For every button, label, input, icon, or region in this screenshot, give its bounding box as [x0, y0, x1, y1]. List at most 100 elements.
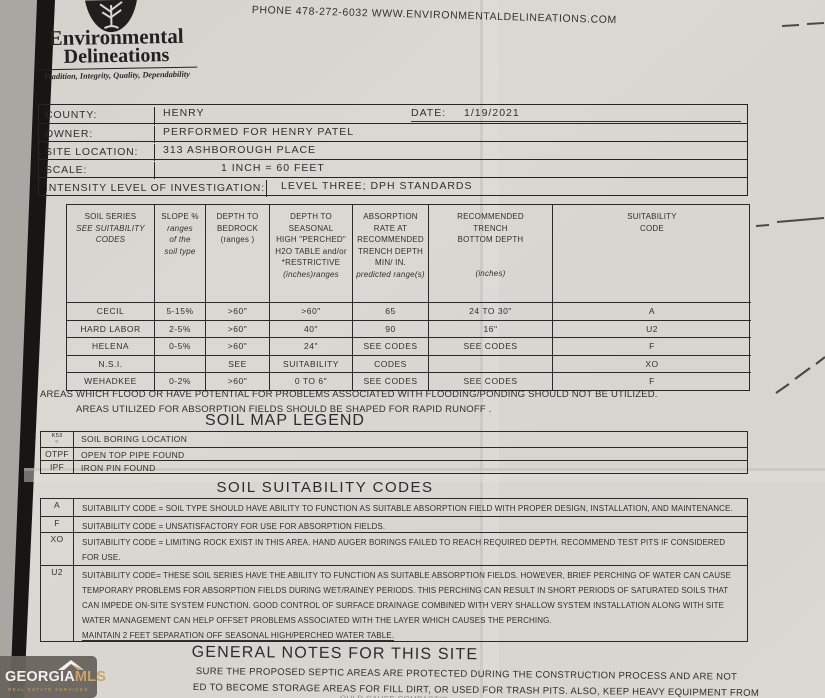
suitability-codes-table: A SUITABILITY CODE = SOIL TYPE SHOULD HA… — [40, 498, 748, 642]
table-cell: F — [553, 337, 751, 355]
table-cell: F — [553, 372, 751, 390]
table-cell: >60" — [206, 319, 270, 337]
general-note-line-3-clipped: OULD CAUSE COMPACTIO — [340, 694, 448, 698]
watermark-mls: MLS — [74, 669, 107, 685]
col-header-seasonal-water: DEPTH TO SEASONAL HIGH "PERCHED" H2O TAB… — [270, 205, 353, 302]
boring-location-symbol: K53 ○ — [41, 432, 74, 447]
county-value: HENRY — [163, 107, 205, 119]
table-cell: >60" — [206, 337, 270, 355]
table-cell: 2-5% — [155, 319, 206, 337]
scale-value: 1 INCH = 60 FEET — [221, 162, 325, 174]
soil-map-legend-title: SOIL MAP LEGEND — [205, 412, 365, 429]
paper-fold-edge — [10, 0, 55, 698]
code-row-u2: U2 SUITABILITY CODE= THESE SOIL SERIES H… — [41, 565, 747, 641]
table-cell: >60" — [270, 302, 353, 320]
code-text: SUITABILITY CODE = LIMITING ROCK EXIST I… — [82, 538, 726, 562]
code-letter: A — [41, 499, 74, 516]
county-label: COUNTY: — [39, 107, 155, 125]
paper-shading — [22, 0, 825, 698]
code-letter: XO — [41, 533, 74, 565]
general-notes-title: GENERAL NOTES FOR THIS SITE — [191, 643, 479, 664]
table-cell — [429, 354, 553, 372]
roof-icon — [58, 660, 84, 670]
date-value: 1/19/2021 — [464, 107, 520, 119]
horizontal-crease-highlight — [24, 471, 825, 482]
col-header-absorption-rate: ABSORPTION RATE AT RECOMMENDED TRENCH DE… — [353, 205, 429, 302]
site-info-form: COUNTY: HENRY DATE: 1/19/2021 OWNER: PER… — [38, 104, 748, 197]
code-row-f: F SUITABILITY CODE = UNSATISFACTORY FOR … — [41, 516, 747, 532]
flood-note-2: AREAS UTILIZED FOR ABSORPTION FIELDS SHO… — [76, 404, 492, 415]
table-cell: SEE CODES — [429, 372, 553, 390]
table-cell: SEE CODES — [429, 337, 553, 355]
table-cell: HARD LABOR — [67, 319, 155, 337]
legend-symbol: OTPF — [41, 448, 74, 460]
table-cell: 24" — [270, 337, 353, 355]
code-letter: F — [41, 517, 74, 532]
table-cell: 0-5% — [155, 337, 206, 355]
watermark-name: GEORGIAMLS — [5, 669, 106, 685]
form-row-intensity: INTENSITY LEVEL OF INVESTIGATION: LEVEL … — [39, 177, 747, 197]
table-cell: 24 TO 30" — [429, 302, 553, 320]
table-cell: >60" — [206, 372, 270, 390]
intensity-label: INTENSITY LEVEL OF INVESTIGATION: — [39, 180, 267, 197]
table-cell: XO — [553, 354, 751, 373]
margin-dash-marks — [755, 22, 825, 394]
date-label: DATE: — [411, 107, 447, 119]
legend-row-boring: K53 ○ SOIL BORING LOCATION — [41, 432, 747, 447]
table-cell: SEE — [206, 354, 270, 372]
table-cell: 5-15% — [155, 302, 206, 320]
soil-map-legend-table: K53 ○ SOIL BORING LOCATION OTPF OPEN TOP… — [40, 431, 748, 474]
table-cell: 90 — [353, 319, 429, 337]
table-cell: SEE CODES — [353, 372, 429, 390]
code-text: SUITABILITY CODE = UNSATISFACTORY FOR US… — [82, 522, 386, 531]
table-cell: 65 — [353, 302, 429, 320]
code-row-a: A SUITABILITY CODE = SOIL TYPE SHOULD HA… — [41, 499, 747, 516]
table-cell: N.S.I. — [67, 354, 155, 372]
code-row-xo: XO SUITABILITY CODE = LIMITING ROCK EXIS… — [41, 532, 747, 565]
legend-desc: IRON PIN FOUND — [81, 463, 156, 473]
table-cell: 40" — [270, 319, 353, 337]
table-cell: WEHADKEE — [67, 372, 155, 390]
col-header-soil-series: SOIL SERIES SEE SUITABILITY CODES — [67, 205, 155, 302]
circle-icon: ○ — [55, 439, 59, 445]
table-cell: CECIL — [67, 302, 155, 320]
table-cell: A — [553, 302, 751, 320]
legend-row-ipf: IPF IRON PIN FOUND — [41, 460, 747, 473]
table-cell: 0-2% — [155, 372, 206, 390]
col-header-bedrock: DEPTH TO BEDROCK (ranges ) — [206, 205, 270, 302]
legend-desc: OPEN TOP PIPE FOUND — [81, 450, 185, 460]
table-cell: SEE CODES — [353, 337, 429, 355]
code-text: SUITABILITY CODE= THESE SOIL SERIES HAVE… — [82, 571, 731, 640]
table-cell: HELENA — [67, 337, 155, 355]
tree-emblem-icon — [83, 0, 138, 33]
table-cell: SUITABILITY — [270, 354, 353, 372]
col-header-suitability-code: SUITABILITY CODE — [627, 212, 677, 233]
georgia-mls-watermark: GEORGIAMLS REAL ESTATE SERVICES — [0, 656, 106, 698]
table-cell: >60" — [206, 302, 270, 320]
suitability-codes-title: SOIL SUITABILITY CODES — [216, 479, 434, 496]
horizontal-crease — [24, 468, 825, 471]
date-underline — [411, 121, 741, 122]
col-header-slope: SLOPE % ranges of the soil type — [155, 205, 206, 302]
flood-note-1: AREAS WHICH FLOOD OR HAVE POTENTIAL FOR … — [40, 389, 658, 400]
watermark-tagline: REAL ESTATE SERVICES — [8, 687, 89, 692]
scale-label: SCALE: — [39, 162, 155, 179]
table-cell: 16" — [429, 319, 553, 337]
owner-value: PERFORMED FOR HENRY PATEL — [163, 126, 355, 138]
form-row-scale: SCALE: 1 INCH = 60 FEET — [39, 159, 747, 179]
site-location-value: 313 ASHBOROUGH PLACE — [163, 144, 317, 156]
form-row-owner: OWNER: PERFORMED FOR HENRY PATEL — [39, 123, 747, 143]
company-name-line2: Delineations — [63, 44, 170, 68]
code-letter: U2 — [41, 566, 74, 641]
watermark-georgia: GEORGIA — [5, 669, 75, 685]
form-row-site-location: SITE LOCATION: 313 ASHBOROUGH PLACE — [39, 141, 747, 161]
table-cell: U2 — [553, 319, 751, 338]
owner-label: OWNER: — [39, 126, 155, 143]
soil-series-table: SOIL SERIES SEE SUITABILITY CODES SLOPE … — [66, 204, 751, 391]
table-cell — [155, 354, 206, 372]
code-text: SUITABILITY CODE = SOIL TYPE SHOULD HAVE… — [82, 504, 733, 513]
legend-symbol: IPF — [41, 461, 74, 473]
legend-desc: SOIL BORING LOCATION — [81, 434, 188, 444]
intensity-value: LEVEL THREE; DPH STANDARDS — [281, 180, 473, 192]
